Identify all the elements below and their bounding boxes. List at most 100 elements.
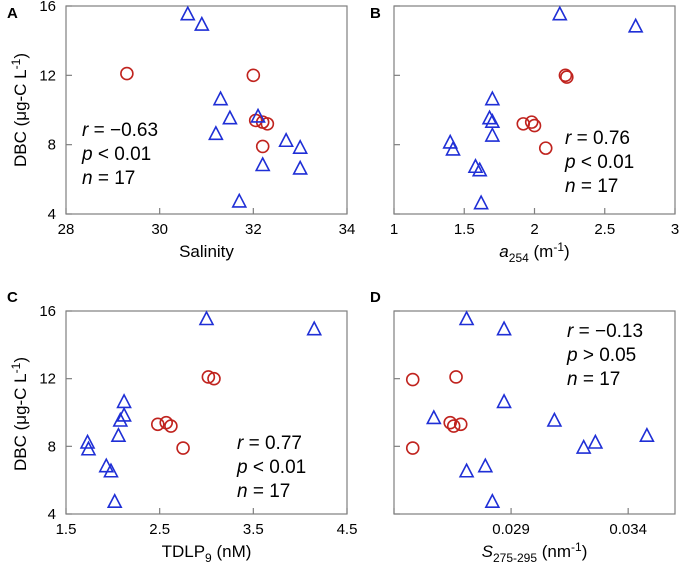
y-tick-label: 16 [39,0,56,15]
y-tick-label: 4 [48,206,56,223]
data-point-circle [246,68,261,83]
y-tick-label: 12 [39,67,56,84]
data-point-triangle [278,132,294,148]
data-point-triangle [587,433,604,449]
data-point-triangle [80,440,97,456]
data-point-triangle [79,433,96,449]
stat-line: p < 0.01 [236,457,306,478]
x-tick-label: 3.5 [243,521,264,538]
stat-line: p > 0.05 [566,345,636,366]
stat-line: n = 17 [82,168,135,189]
x-tick-label: 0.034 [609,521,647,538]
x-tick-label: 1.5 [454,221,475,238]
data-point-triangle [212,90,229,106]
data-point-circle [538,141,553,155]
y-tick-label: 4 [48,506,56,523]
data-point-triangle [179,5,196,21]
data-point-circle [446,419,461,433]
data-point-triangle [445,140,461,156]
data-point-triangle [458,462,475,478]
stat-line: p < 0.01 [81,144,151,165]
stat-line: r = 0.76 [565,128,630,149]
data-point-triangle [193,15,210,31]
data-point-triangle [458,310,475,326]
x-tick-label: 1.5 [56,521,77,538]
data-point-circle [120,66,134,81]
data-point-circle [176,441,190,455]
data-point-triangle [110,427,127,443]
data-point-triangle [484,126,501,142]
data-point-triangle [306,320,323,336]
data-point-triangle [627,17,644,33]
data-point-triangle [496,393,512,409]
data-point-circle [207,371,221,386]
x-tick-label: 0.029 [492,521,530,538]
y-tick-label: 8 [48,438,56,455]
data-point-circle [453,417,468,432]
data-point-triangle [292,138,308,154]
panel-letter: B [370,5,381,22]
x-axis-label: a254 (m-1) [499,240,569,265]
data-point-circle [449,370,463,384]
data-point-circle [516,117,531,131]
panel-c: C 1.5 2.5 3.5 4.5 4 8 12 16 TDLP9 (nM) r = 0.77 p <… [7,289,357,565]
plot-frame [65,310,348,515]
panel-letter: D [370,289,381,306]
x-tick-label: 34 [339,221,356,238]
data-point-triangle [231,192,248,208]
data-point-circle [443,415,458,430]
data-point-triangle [254,156,271,172]
panel-d: D 0.029 0.034 S275-295 (nm-1) r = −0.13 p > 0… [370,289,676,565]
x-axis-label: Salinity [179,242,234,261]
data-point-triangle [484,492,501,508]
stat-line: p < 0.01 [564,152,634,173]
data-point-triangle [425,409,442,425]
data-point-triangle [292,159,308,175]
data-point-circle [150,417,165,432]
data-point-triangle [208,125,224,141]
data-point-triangle [575,438,592,454]
x-tick-label: 2 [530,221,538,238]
data-point-circle [255,139,270,154]
data-point-triangle [222,109,238,125]
data-point-circle [558,68,573,83]
data-point-triangle [496,320,512,336]
y-tick-label: 8 [48,137,56,154]
x-tick-label: 2.5 [149,521,170,538]
x-tick-label: 3 [671,221,679,238]
plot-frame [65,5,348,215]
panel-b: B 1 1.5 2 2.5 3 a254 (m-1) r = 0.76 p < 0.01 n = … [370,5,679,265]
x-tick-label: 2.5 [594,221,615,238]
stat-line: n = 17 [567,369,620,390]
data-point-triangle [103,462,119,478]
y-axis-label-bottom: DBC (μg-C L-1) [9,357,30,471]
data-point-circle [164,419,178,433]
data-point-triangle [198,310,215,326]
stat-line: n = 17 [565,176,618,197]
data-point-triangle [484,90,501,106]
plot-frame [393,5,676,215]
data-point-triangle [477,457,494,473]
x-tick-label: 30 [151,221,168,238]
data-point-circle [201,370,216,384]
data-point-triangle [473,194,489,210]
x-axis-label: S275-295 (nm-1) [482,540,588,565]
data-point-triangle [116,393,132,409]
data-point-circle [260,117,275,131]
data-point-triangle [481,109,498,125]
data-point-circle [405,372,420,387]
stat-line: r = −0.13 [567,321,643,342]
stat-line: r = 0.77 [237,433,302,454]
data-point-triangle [112,411,129,427]
data-point-triangle [546,411,563,427]
panel-letter: A [7,5,18,22]
x-tick-label: 32 [245,221,262,238]
stat-line: n = 17 [237,481,290,502]
data-point-triangle [471,161,488,177]
data-point-triangle [551,5,568,21]
panel-letter: C [7,289,18,306]
x-tick-label: 1 [390,221,398,238]
data-point-triangle [639,427,655,443]
data-point-triangle [106,492,123,508]
